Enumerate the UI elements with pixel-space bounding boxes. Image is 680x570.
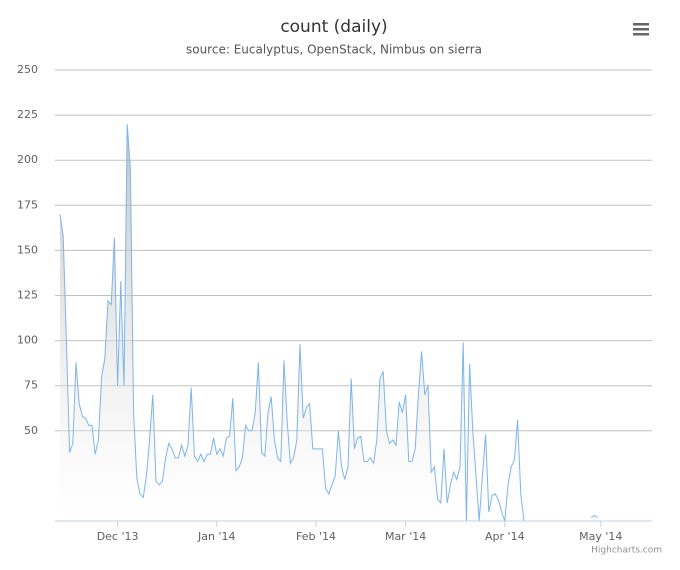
credits: Highcharts.com — [591, 546, 662, 556]
x-tick-label: Feb '14 — [296, 530, 336, 543]
menu-button[interactable] — [628, 15, 654, 41]
y-tick-label: 225 — [17, 108, 38, 121]
y-tick-label: 200 — [17, 153, 38, 166]
area-fill — [60, 124, 598, 522]
y-tick-label: 50 — [24, 424, 38, 437]
y-tick-label: 175 — [17, 198, 38, 211]
x-tick-label: Apr '14 — [485, 530, 525, 543]
y-tick-label: 250 — [17, 63, 38, 76]
x-tick-label: Jan '14 — [197, 530, 235, 543]
chart-subtitle: source: Eucalyptus, OpenStack, Nimbus on… — [186, 43, 482, 57]
x-tick-label: Mar '14 — [385, 530, 426, 543]
y-tick-label: 75 — [24, 379, 38, 392]
y-tick-label: 150 — [17, 243, 38, 256]
area-line — [59, 124, 598, 522]
x-tick-label: Dec '13 — [97, 530, 139, 543]
chart-title: count (daily) — [280, 17, 387, 37]
y-tick-label: 100 — [17, 334, 38, 347]
y-tick-label: 125 — [17, 289, 38, 302]
x-tick-label: May '14 — [579, 530, 622, 543]
